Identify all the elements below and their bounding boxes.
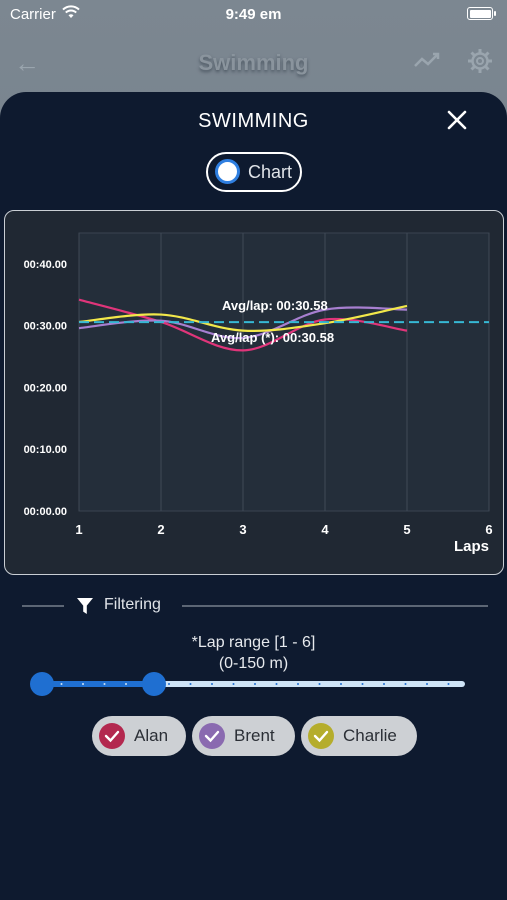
- battery-icon: [467, 7, 496, 20]
- slider-tick: [340, 683, 342, 685]
- avg-annotation: Avg/lap: 00:30.58: [222, 298, 328, 313]
- check-icon: [308, 723, 334, 749]
- chip-label: Alan: [134, 726, 169, 745]
- clock: 9:49 em: [225, 6, 282, 23]
- view-toggle[interactable]: Chart: [206, 152, 302, 192]
- chip-label: Brent: [234, 726, 275, 745]
- x-tick-label: 2: [157, 522, 164, 537]
- slider-tick: [82, 683, 84, 685]
- slider-ticks: [60, 683, 450, 685]
- divider-left: [22, 605, 64, 607]
- slider-tick: [232, 683, 235, 685]
- slider-tick: [103, 683, 106, 685]
- series-line-alan: [78, 298, 408, 352]
- check-icon: [199, 723, 225, 749]
- slider-tick: [189, 683, 192, 685]
- x-tick-label: 5: [403, 522, 410, 537]
- swimmer-chips: Alan Brent Charlie: [0, 716, 507, 756]
- slider-tick: [254, 683, 256, 685]
- y-tick-label: 00:10.00: [24, 444, 67, 456]
- slider-tick: [318, 683, 321, 685]
- slider-thumb-high[interactable]: [142, 672, 166, 696]
- chip-charlie[interactable]: Charlie: [301, 716, 417, 756]
- filtering-header: Filtering: [22, 594, 488, 616]
- plot-area: [78, 232, 490, 512]
- y-tick-label: 00:30.00: [24, 321, 67, 333]
- slider-tick: [168, 683, 170, 685]
- lap-range-slider[interactable]: [30, 672, 470, 698]
- chip-brent[interactable]: Brent: [192, 716, 295, 756]
- y-tick-label: 00:00.00: [24, 506, 67, 518]
- view-toggle-label: Chart: [248, 162, 293, 182]
- toggle-knob: [215, 159, 240, 184]
- slider-tick: [60, 683, 63, 685]
- slider-thumb-low[interactable]: [30, 672, 54, 696]
- chart-card: 1 2 3 4 5 6 00:00.00 00:10.00 00:20.00 00:30.00 00…: [4, 210, 504, 575]
- x-tick-label: 6: [485, 522, 492, 537]
- distance-range-label: (0-150 m): [218, 655, 289, 672]
- back-arrow-icon[interactable]: ←: [14, 48, 40, 78]
- x-tick-label: 4: [321, 522, 329, 537]
- slider-tick: [211, 683, 213, 685]
- close-icon[interactable]: [445, 108, 469, 132]
- chip-alan[interactable]: Alan: [92, 716, 186, 756]
- lap-range-label: *Lap range [1 - 6]: [191, 634, 316, 651]
- lap-time-chart: 1 2 3 4 5 6 00:00.00 00:10.00 00:20.00 00:30.00 00…: [24, 232, 493, 555]
- carrier-label: Carrier: [10, 6, 56, 23]
- slider-tick: [297, 683, 299, 685]
- slider-tick: [426, 683, 428, 685]
- x-axis-label: Laps: [454, 538, 489, 555]
- background-title: Swimming: [198, 50, 309, 75]
- check-icon: [99, 723, 125, 749]
- wifi-icon: [62, 5, 80, 18]
- x-tick-label: 3: [239, 522, 246, 537]
- background-nav-bar: ← Swimming: [0, 40, 507, 84]
- y-tick-label: 00:40.00: [24, 259, 67, 271]
- x-tick-label: 1: [75, 522, 82, 537]
- slider-tick: [447, 683, 450, 685]
- divider-right: [182, 605, 488, 607]
- slider-track: [40, 681, 465, 687]
- chart-sheet: SWIMMING Chart 1 2 3 4 5 6 00:00.00 00:10.00 00:…: [0, 92, 507, 900]
- slider-tick: [383, 683, 385, 685]
- sheet-title: SWIMMING: [198, 110, 309, 132]
- status-bar: Carrier 9:49 em: [0, 0, 507, 30]
- funnel-icon: [77, 598, 93, 614]
- y-tick-label: 00:20.00: [24, 382, 67, 394]
- series-line-charlie: [78, 304, 408, 332]
- slider-tick: [404, 683, 407, 685]
- trend-icon[interactable]: [413, 50, 441, 72]
- slider-tick: [125, 683, 127, 685]
- avg-filtered-annotation: Avg/lap (*): 00:30.58: [211, 330, 334, 345]
- chip-label: Charlie: [343, 726, 397, 745]
- slider-selected-range: [40, 681, 154, 687]
- filtering-label: Filtering: [104, 596, 161, 613]
- gear-icon[interactable]: [467, 48, 493, 74]
- slider-tick: [361, 683, 364, 685]
- slider-tick: [275, 683, 278, 685]
